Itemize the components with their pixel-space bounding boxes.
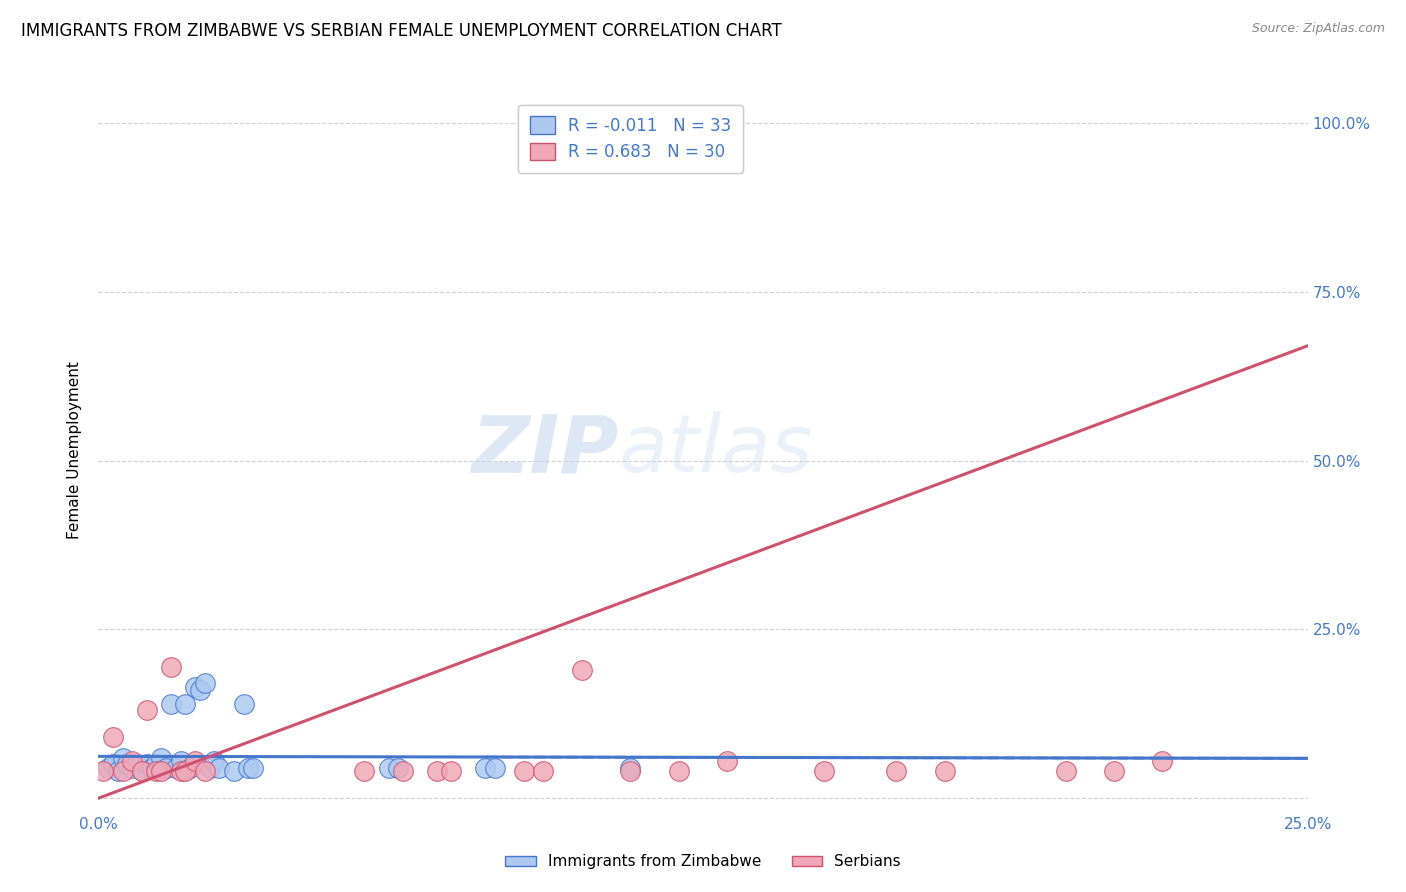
Point <box>426 764 449 779</box>
Text: Source: ZipAtlas.com: Source: ZipAtlas.com <box>1251 22 1385 36</box>
Point <box>127 757 149 772</box>
Point <box>117 757 139 772</box>
Point <box>204 754 226 768</box>
Point <box>513 764 536 779</box>
Text: IMMIGRANTS FROM ZIMBABWE VS SERBIAN FEMALE UNEMPLOYMENT CORRELATION CHART: IMMIGRANTS FROM ZIMBABWE VS SERBIAN FEMA… <box>21 22 782 40</box>
Point <box>194 676 217 690</box>
Point <box>222 764 245 779</box>
Point <box>208 761 231 775</box>
Point <box>150 750 173 764</box>
Y-axis label: Female Unemployment: Female Unemployment <box>67 361 83 540</box>
Point <box>619 761 641 775</box>
Point <box>121 761 143 775</box>
Legend: Immigrants from Zimbabwe, Serbians: Immigrants from Zimbabwe, Serbians <box>499 848 907 875</box>
Point <box>141 761 163 775</box>
Point <box>135 703 157 717</box>
Point <box>1152 754 1174 768</box>
Point <box>111 750 134 764</box>
Point <box>353 764 375 779</box>
Point <box>198 761 221 775</box>
Point <box>531 764 554 779</box>
Point <box>392 764 415 779</box>
Legend: R = -0.011   N = 33, R = 0.683   N = 30: R = -0.011 N = 33, R = 0.683 N = 30 <box>517 104 742 173</box>
Point <box>179 761 201 775</box>
Point <box>387 761 409 775</box>
Point <box>194 764 217 779</box>
Point <box>107 764 129 779</box>
Point <box>377 761 399 775</box>
Point <box>571 663 593 677</box>
Point <box>184 754 207 768</box>
Point <box>150 764 173 779</box>
Text: ZIP: ZIP <box>471 411 619 490</box>
Text: atlas: atlas <box>619 411 813 490</box>
Point <box>135 757 157 772</box>
Point <box>101 757 124 772</box>
Point <box>619 764 641 779</box>
Point <box>813 764 835 779</box>
Point <box>174 764 197 779</box>
Point <box>238 761 260 775</box>
Point <box>165 761 187 775</box>
Point <box>169 764 191 779</box>
Point <box>886 764 908 779</box>
Point <box>97 761 120 775</box>
Point <box>474 761 496 775</box>
Point <box>484 761 506 775</box>
Point <box>934 764 956 779</box>
Point <box>184 680 207 694</box>
Point <box>716 754 738 768</box>
Point <box>91 764 114 779</box>
Point <box>160 697 183 711</box>
Point <box>169 754 191 768</box>
Point <box>440 764 463 779</box>
Point <box>155 761 177 775</box>
Point <box>232 697 254 711</box>
Point <box>668 764 690 779</box>
Point <box>131 764 153 779</box>
Point <box>121 754 143 768</box>
Point <box>111 764 134 779</box>
Point <box>145 764 167 779</box>
Point <box>101 731 124 745</box>
Point <box>188 683 211 698</box>
Point <box>131 764 153 779</box>
Point <box>1054 764 1077 779</box>
Point <box>145 757 167 772</box>
Point <box>160 659 183 673</box>
Point <box>1102 764 1125 779</box>
Point <box>242 761 264 775</box>
Point <box>174 697 197 711</box>
